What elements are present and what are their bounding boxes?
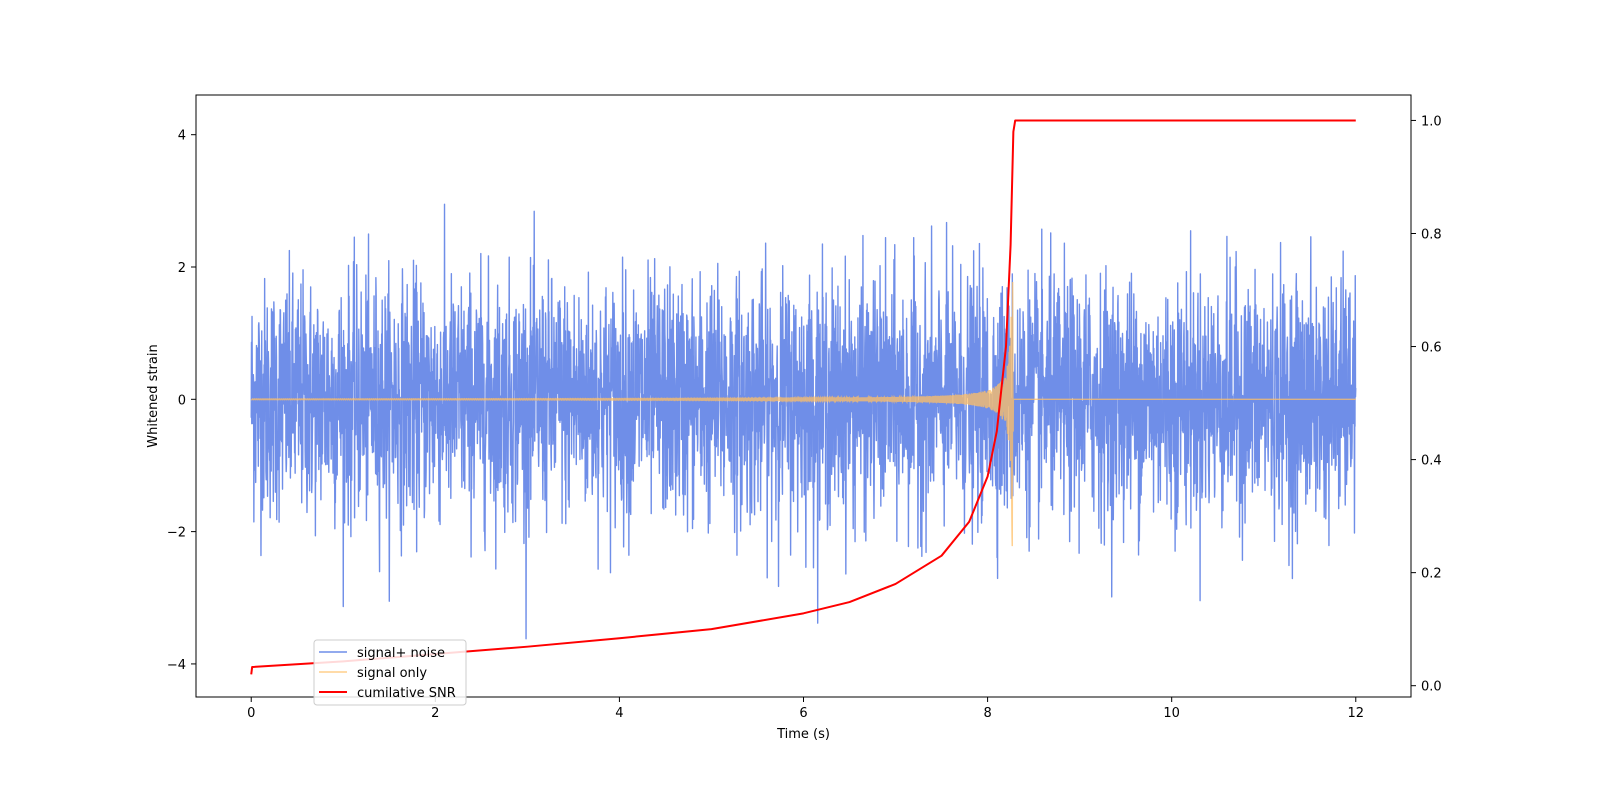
legend: signal+ noise signal only cumilative SNR: [313, 639, 467, 706]
y2-tick-label: 0.2: [1421, 567, 1442, 582]
legend-box: [313, 639, 467, 706]
x-tick-label: 6: [799, 706, 807, 721]
y-tick-label: 4: [178, 129, 186, 144]
y-axis-ticks: −4 −2 0 2 4: [167, 129, 196, 673]
x-tick-label: 10: [1163, 706, 1180, 721]
series-line-signal-noise: [250, 203, 1357, 640]
legend-entry: signal only: [319, 666, 427, 681]
x-tick-label: 0: [247, 706, 255, 721]
y-tick-label: −4: [167, 658, 186, 673]
y-tick-label: 2: [178, 261, 186, 276]
legend-label: signal only: [357, 666, 427, 681]
y-tick-label: 0: [178, 393, 186, 408]
x-tick-label: 12: [1347, 706, 1364, 721]
legend-entry: cumilative SNR: [319, 686, 456, 701]
legend-entry: signal+ noise: [319, 646, 445, 661]
legend-label: cumilative SNR: [357, 686, 456, 701]
y2-tick-label: 0.6: [1421, 341, 1442, 356]
series-line-signal-only: [250, 281, 1356, 547]
x-tick-label: 8: [983, 706, 991, 721]
y2-tick-label: 1.0: [1421, 114, 1442, 129]
y2-axis-ticks: 0.0 0.2 0.4 0.6 0.8 1.0: [1411, 114, 1442, 695]
y-axis-label: Whitened strain: [146, 344, 161, 447]
y-tick-label: −2: [167, 526, 186, 541]
legend-label: signal+ noise: [357, 646, 445, 661]
y2-tick-label: 0.0: [1421, 680, 1442, 695]
x-tick-label: 4: [615, 706, 623, 721]
y2-tick-label: 0.8: [1421, 227, 1442, 242]
x-tick-label: 2: [431, 706, 439, 721]
x-axis-label: Time (s): [776, 727, 830, 742]
x-axis-ticks: 0 2 4 6 8 10 12: [247, 697, 1364, 721]
y2-tick-label: 0.4: [1421, 454, 1442, 469]
